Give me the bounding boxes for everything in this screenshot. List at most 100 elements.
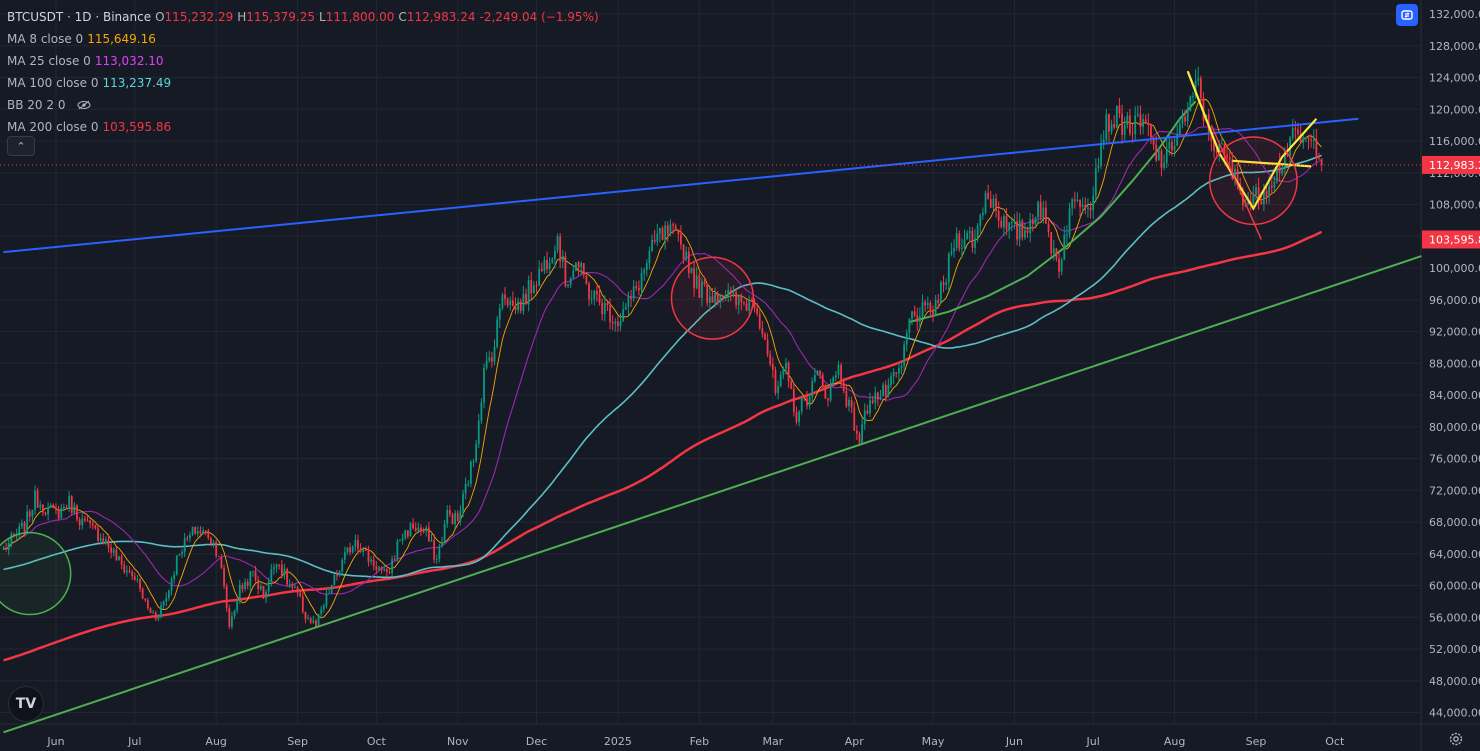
candle-body [194, 526, 197, 534]
candle-body [911, 311, 913, 319]
candle-body [1060, 259, 1063, 272]
candle-body [1024, 230, 1026, 238]
candle-body [666, 225, 669, 235]
candle-body [538, 268, 541, 286]
candle-body [638, 287, 640, 291]
candle-body [315, 620, 317, 627]
open-value: 115,232.29 [164, 10, 234, 24]
candle-body [706, 283, 709, 303]
candle-body [1171, 141, 1173, 151]
candle-body [785, 362, 787, 369]
candle-body [288, 584, 291, 586]
candle-body [112, 549, 115, 553]
candle-body [301, 596, 304, 613]
candle-body [36, 490, 39, 508]
candle-body [307, 618, 309, 620]
time-tick-label: Jun [46, 735, 64, 748]
candle-body [727, 290, 730, 296]
candle-body [388, 571, 391, 574]
candle-body [493, 346, 496, 362]
red-circle-sep[interactable] [1208, 136, 1298, 226]
candle-body [556, 236, 559, 251]
candle-body [162, 601, 165, 606]
candle-body [1094, 168, 1097, 196]
candle-body [1268, 185, 1271, 197]
indicator-ma100[interactable]: MA 100 close 0 113,237.49 [7, 76, 172, 90]
green-support-line[interactable] [3, 255, 1422, 734]
time-axis[interactable]: Jun Jul Aug Sep Oct Nov Dec 2025 Feb Mar Apr May Jun… [46, 735, 1345, 748]
indicator-ma25[interactable]: MA 25 close 0 113,032.10 [7, 54, 164, 68]
blue-resistance-line[interactable] [3, 117, 1359, 254]
time-tick-label: Apr [845, 735, 865, 748]
indicator-ma200[interactable]: MA 200 close 0 103,595.86 [7, 120, 172, 134]
red-drop-line[interactable] [1210, 124, 1262, 240]
candle-body [210, 537, 212, 544]
candle-body [753, 300, 756, 309]
candle-body [107, 539, 110, 548]
candle-body [372, 559, 375, 567]
red-circle-feb[interactable] [670, 256, 755, 340]
candle-body [123, 564, 126, 573]
candle-body [338, 571, 341, 576]
candle-body [291, 584, 294, 588]
candle-body [1265, 191, 1268, 197]
candle-body [1197, 78, 1200, 81]
candle-body [1118, 105, 1121, 114]
candle-body [412, 523, 415, 529]
indicator-bb[interactable]: BB 20 2 0 [7, 94, 599, 116]
candle-body [249, 571, 252, 586]
candle-body [370, 559, 372, 562]
candle-body [18, 526, 21, 535]
candle-body [1131, 133, 1134, 135]
candle-body [1304, 137, 1307, 139]
candle-body [800, 398, 803, 412]
collapse-legend-button[interactable]: ⌃ [7, 136, 35, 156]
candle-body [958, 233, 961, 249]
green-circle-may[interactable] [0, 531, 72, 616]
candle-body [448, 509, 451, 515]
candle-body [511, 300, 514, 306]
candle-body [871, 400, 874, 403]
candle-body [1108, 114, 1110, 132]
ma8-line [3, 98, 1322, 619]
candle-body [1084, 204, 1087, 208]
candle-body [630, 296, 632, 299]
candle-body [270, 569, 273, 582]
candle-body [178, 554, 181, 556]
price-tick-label: 116,000.00 [1429, 135, 1480, 148]
price-axis[interactable]: 132,000.00 128,000.00 124,000.00 120,000.00… [1422, 8, 1480, 720]
candle-body [1142, 119, 1144, 127]
indicator-ma8[interactable]: MA 8 close 0 115,649.16 [7, 32, 156, 46]
candle-body [795, 412, 798, 422]
candle-body [28, 511, 31, 517]
candle-body [932, 310, 934, 317]
candle-body [532, 285, 535, 294]
candle-body [974, 238, 976, 248]
candle-body [535, 285, 538, 287]
candle-body [438, 546, 441, 559]
eye-hidden-icon[interactable] [77, 100, 91, 110]
candle-body [779, 374, 782, 387]
candle-body [202, 530, 204, 534]
legend: BTCUSDT · 1D · Binance O115,232.29 H115,… [7, 6, 599, 138]
candle-body [540, 268, 543, 271]
candle-body [477, 420, 480, 445]
candle-body [756, 308, 758, 314]
candle-body [39, 504, 42, 508]
candle-body [740, 295, 743, 303]
candle-body [1192, 96, 1194, 98]
symbol-title[interactable]: BTCUSDT · 1D · Binance [7, 10, 152, 24]
sync-button[interactable] [1396, 4, 1418, 26]
candle-body [782, 368, 785, 375]
candle-body [517, 301, 520, 311]
gear-icon[interactable] [1448, 731, 1464, 747]
candle-body [1302, 137, 1305, 143]
tradingview-logo[interactable]: TV [8, 686, 44, 722]
candle-body [892, 372, 895, 377]
candle-body [351, 546, 354, 553]
yellow-pattern-2[interactable] [1232, 159, 1312, 168]
yellow-pattern[interactable] [1186, 70, 1318, 211]
candle-body [1294, 128, 1297, 130]
candle-body [953, 247, 955, 252]
